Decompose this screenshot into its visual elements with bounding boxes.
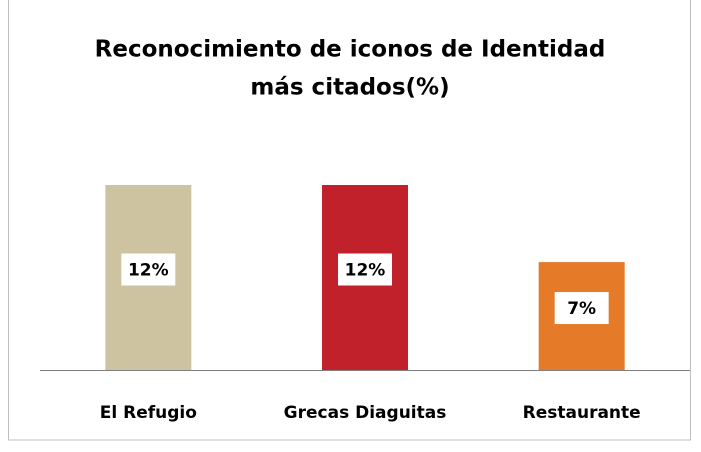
x-tick-label: El Refugio [100,403,197,423]
value-label: 12% [345,261,386,281]
value-label: 12% [128,261,169,281]
value-label-box [554,292,609,325]
chart-title: Reconocimiento de iconos de Identidad [95,37,606,63]
chart-title: más citados(%) [250,75,449,101]
value-label-box [121,253,176,286]
x-tick-label: Grecas Diaguitas [284,403,447,423]
value-label-box [338,253,392,286]
value-label: 7% [567,299,596,319]
x-tick-label: Restaurante [523,403,641,423]
